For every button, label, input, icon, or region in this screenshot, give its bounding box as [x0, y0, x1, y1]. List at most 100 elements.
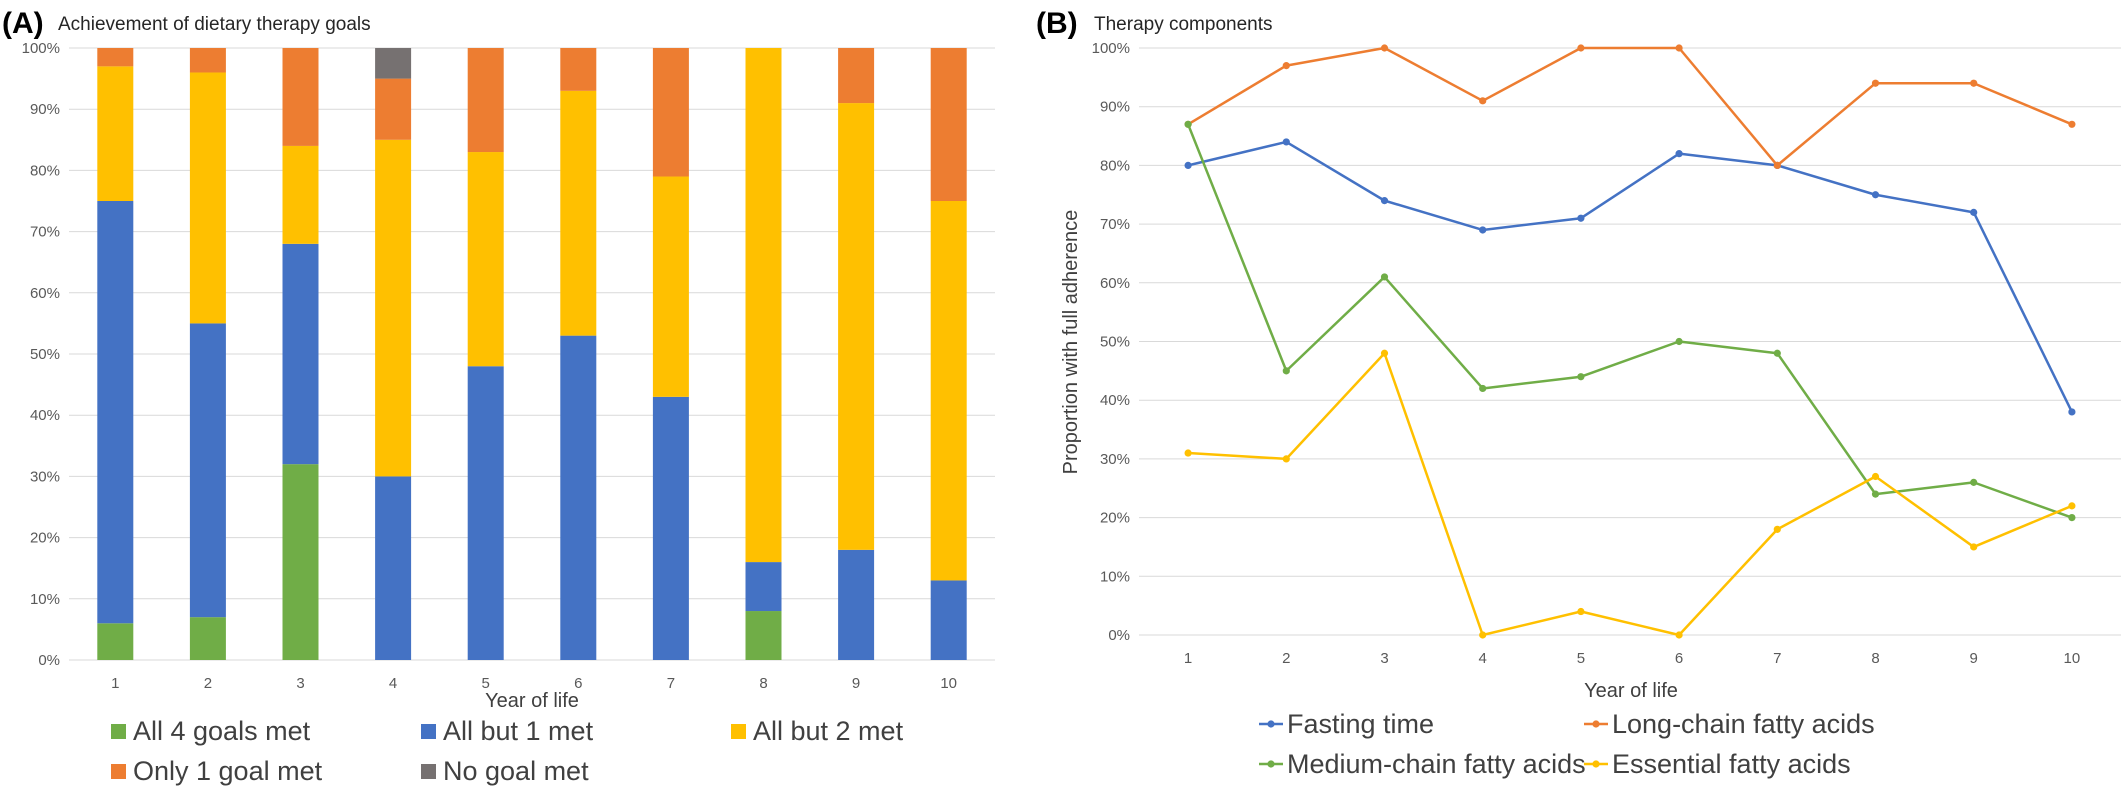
- bar-only-1-goal-met-year-5: [467, 48, 504, 153]
- x-tick-label: 8: [759, 675, 767, 692]
- legend-marker: [1267, 760, 1275, 768]
- y-tick-label: 70%: [1100, 216, 1130, 233]
- x-tick-label: 6: [574, 675, 582, 692]
- point-long-chain-fatty-acids-year-5: [1577, 44, 1585, 52]
- line-fasting-time: [1187, 140, 2074, 413]
- bar-only-1-goal-met-year-10: [930, 48, 967, 201]
- point-medium-chain-fatty-acids-year-10: [2068, 514, 2076, 522]
- y-tick-label: 80%: [1100, 157, 1130, 174]
- point-medium-chain-fatty-acids-year-9: [1970, 478, 1978, 486]
- bar-only-1-goal-met-year-9: [838, 48, 875, 104]
- panel-a-x-axis-label: Year of life: [485, 690, 579, 712]
- bar-all-but-2-met-year-6: [560, 90, 597, 336]
- legend-label: Essential fatty acids: [1612, 749, 1851, 779]
- y-tick-label: 100%: [1092, 40, 1130, 57]
- y-tick-label: 40%: [1100, 392, 1130, 409]
- point-fasting-time-year-4: [1479, 226, 1487, 234]
- legend-label: Long-chain fatty acids: [1612, 709, 1875, 739]
- panel-b-y-ticks: 0% 10% 20% 30% 40% 50% 60% 70% 80% 90% 100%: [1092, 40, 1130, 644]
- bar-all-but-2-met-year-4: [375, 139, 412, 477]
- bar-all-4-goals-met-year-2: [189, 617, 226, 660]
- legend-label: No goal met: [443, 756, 589, 786]
- line-long-chain-fatty-acids: [1187, 46, 2073, 167]
- point-long-chain-fatty-acids-year-10: [2068, 120, 2076, 128]
- panel-a-y-ticks: 0% 10% 20% 30% 40% 50% 60% 70% 80% 90% 100%: [22, 40, 60, 669]
- legend-item-all-but-2-met: All but 2 met: [731, 716, 904, 746]
- y-tick-label: 20%: [30, 530, 60, 547]
- panel-a-x-ticks: 1 2 3 4 5 6 7 8 9 10: [111, 675, 957, 692]
- bar-all-but-1-met-year-2: [189, 323, 226, 618]
- legend-label: Medium-chain fatty acids: [1287, 749, 1586, 779]
- point-essential-fatty-acids-year-4: [1479, 631, 1487, 639]
- legend-label: All 4 goals met: [133, 716, 311, 746]
- y-tick-label: 90%: [30, 101, 60, 118]
- panel-b-title: Therapy components: [1094, 14, 1273, 35]
- y-tick-label: 50%: [1100, 334, 1130, 351]
- panel-a: (A) Achievement of dietary therapy goals…: [2, 7, 995, 786]
- x-tick-label: 9: [1970, 650, 1978, 667]
- x-tick-label: 5: [1577, 650, 1585, 667]
- bar-all-but-2-met-year-10: [930, 201, 967, 581]
- series-fasting-time: [1184, 138, 2076, 416]
- series-essential-fatty-acids: [1184, 349, 2076, 639]
- point-essential-fatty-acids-year-10: [2068, 502, 2076, 510]
- panel-a-bars: [97, 48, 967, 660]
- point-long-chain-fatty-acids-year-7: [1773, 161, 1781, 169]
- legend-marker: [1592, 760, 1600, 768]
- point-medium-chain-fatty-acids-year-2: [1282, 367, 1290, 375]
- y-tick-label: 20%: [1100, 510, 1130, 527]
- legend-item-only-1-goal-met: Only 1 goal met: [111, 756, 323, 786]
- bar-only-1-goal-met-year-7: [652, 48, 689, 177]
- point-medium-chain-fatty-acids-year-6: [1675, 337, 1683, 346]
- y-tick-label: 60%: [30, 285, 60, 302]
- point-fasting-time-year-5: [1577, 214, 1585, 222]
- point-essential-fatty-acids-year-8: [1871, 472, 1880, 481]
- bar-only-1-goal-met-year-1: [97, 48, 134, 67]
- legend-label: Only 1 goal met: [133, 756, 323, 786]
- bar-all-but-2-met-year-8: [745, 48, 782, 563]
- panel-a-letter: (A): [2, 7, 44, 40]
- legend-item-all-but-1-met: All but 1 met: [421, 716, 594, 746]
- line-essential-fatty-acids: [1188, 351, 2073, 637]
- panel-b-x-axis-label: Year of life: [1584, 680, 1678, 702]
- point-medium-chain-fatty-acids-year-1: [1184, 120, 1192, 128]
- bar-only-1-goal-met-year-2: [189, 48, 226, 73]
- point-fasting-time-year-8: [1871, 191, 1880, 199]
- x-tick-label: 4: [389, 675, 397, 692]
- x-tick-label: 5: [482, 675, 490, 692]
- legend-item-fasting-time: Fasting time: [1259, 709, 1434, 739]
- x-tick-label: 9: [852, 675, 860, 692]
- point-essential-fatty-acids-year-9: [1970, 543, 1978, 551]
- point-long-chain-fatty-acids-year-6: [1675, 44, 1683, 52]
- panel-b-lines: [1184, 44, 2076, 639]
- point-essential-fatty-acids-year-2: [1282, 455, 1290, 463]
- bar-all-but-2-met-year-5: [467, 152, 504, 367]
- point-fasting-time-year-3: [1380, 197, 1389, 205]
- legend-swatch: [111, 764, 126, 779]
- point-fasting-time-year-2: [1282, 138, 1290, 146]
- legend-swatch: [731, 724, 746, 739]
- y-tick-label: 30%: [30, 468, 60, 485]
- x-tick-label: 1: [1184, 650, 1192, 667]
- y-tick-label: 0%: [38, 652, 60, 669]
- point-medium-chain-fatty-acids-year-7: [1773, 349, 1781, 357]
- point-essential-fatty-acids-year-1: [1184, 449, 1192, 457]
- bar-only-1-goal-met-year-3: [282, 48, 319, 146]
- bar-all-but-2-met-year-9: [838, 103, 875, 550]
- bar-all-but-1-met-year-9: [838, 549, 875, 660]
- y-tick-label: 70%: [30, 224, 60, 241]
- bar-all-but-1-met-year-1: [97, 201, 134, 624]
- bar-all-but-2-met-year-7: [652, 176, 689, 397]
- x-tick-label: 3: [296, 675, 304, 692]
- legend-swatch: [421, 724, 436, 739]
- bar-all-but-1-met-year-5: [467, 366, 504, 660]
- point-essential-fatty-acids-year-6: [1675, 631, 1683, 639]
- y-tick-label: 10%: [30, 591, 60, 608]
- point-long-chain-fatty-acids-year-2: [1282, 62, 1290, 70]
- point-long-chain-fatty-acids-year-8: [1871, 79, 1880, 87]
- x-tick-label: 3: [1380, 650, 1388, 667]
- y-tick-label: 90%: [1100, 99, 1130, 116]
- bar-all-4-goals-met-year-3: [282, 464, 319, 660]
- bar-all-but-2-met-year-3: [282, 145, 319, 244]
